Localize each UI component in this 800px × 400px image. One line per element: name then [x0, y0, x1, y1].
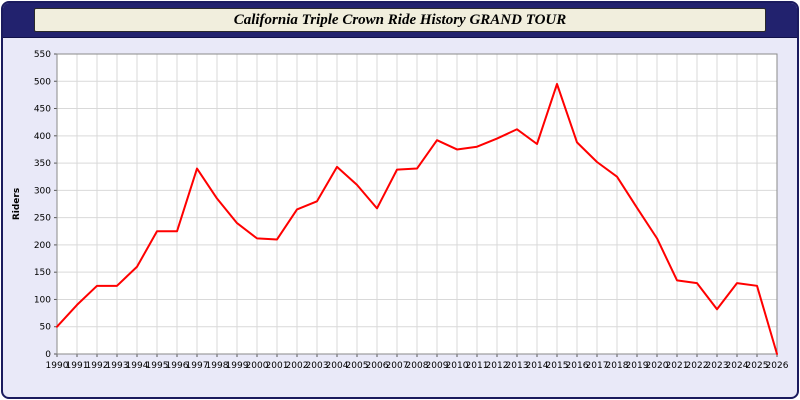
svg-text:2019: 2019	[626, 361, 649, 371]
svg-text:2023: 2023	[706, 361, 729, 371]
svg-text:400: 400	[34, 132, 51, 142]
svg-text:1994: 1994	[126, 361, 149, 371]
svg-text:100: 100	[34, 295, 51, 305]
title-bar: California Triple Crown Ride History GRA…	[3, 3, 797, 38]
ride-history-chart: 0501001502002503003504004505005501990199…	[12, 50, 789, 371]
svg-text:2026: 2026	[766, 361, 789, 371]
svg-text:1997: 1997	[186, 361, 209, 371]
svg-text:0: 0	[45, 350, 51, 360]
svg-text:2011: 2011	[466, 361, 489, 371]
svg-text:2017: 2017	[586, 361, 609, 371]
svg-text:2007: 2007	[386, 361, 409, 371]
svg-text:50: 50	[40, 323, 52, 333]
svg-text:1993: 1993	[106, 361, 129, 371]
svg-text:2006: 2006	[366, 361, 389, 371]
svg-text:2010: 2010	[446, 361, 469, 371]
svg-text:2016: 2016	[566, 361, 589, 371]
svg-text:2025: 2025	[746, 361, 769, 371]
svg-text:1992: 1992	[86, 361, 109, 371]
svg-text:350: 350	[34, 159, 51, 169]
title-box: California Triple Crown Ride History GRA…	[33, 8, 767, 32]
svg-text:2018: 2018	[606, 361, 629, 371]
svg-text:2000: 2000	[246, 361, 269, 371]
svg-text:2001: 2001	[266, 361, 289, 371]
svg-text:2009: 2009	[426, 361, 449, 371]
chart-card: 0 50 100 150 200 250 300 350 400 450 500 550 1990 199…	[3, 38, 797, 396]
svg-text:2022: 2022	[686, 361, 709, 371]
svg-text:2003: 2003	[306, 361, 329, 371]
svg-text:150: 150	[34, 268, 51, 278]
svg-text:2008: 2008	[406, 361, 429, 371]
svg-text:1999: 1999	[226, 361, 249, 371]
svg-text:2002: 2002	[286, 361, 309, 371]
svg-text:2005: 2005	[346, 361, 369, 371]
svg-text:300: 300	[34, 186, 51, 196]
svg-text:2014: 2014	[526, 361, 549, 371]
svg-text:500: 500	[34, 77, 51, 87]
svg-text:Riders: Riders	[12, 188, 22, 220]
svg-text:2013: 2013	[506, 361, 529, 371]
svg-text:550: 550	[34, 50, 51, 60]
svg-text:200: 200	[34, 241, 51, 251]
svg-text:2020: 2020	[646, 361, 669, 371]
svg-text:250: 250	[34, 214, 51, 224]
svg-text:450: 450	[34, 105, 51, 115]
svg-text:2024: 2024	[726, 361, 749, 371]
svg-text:2004: 2004	[326, 361, 349, 371]
svg-text:1998: 1998	[206, 361, 229, 371]
chart-title: California Triple Crown Ride History GRA…	[233, 11, 567, 28]
svg-text:1995: 1995	[146, 361, 169, 371]
svg-text:2021: 2021	[666, 361, 689, 371]
svg-text:1996: 1996	[166, 361, 189, 371]
svg-text:2015: 2015	[546, 361, 569, 371]
svg-text:2012: 2012	[486, 361, 509, 371]
svg-text:1990: 1990	[46, 361, 69, 371]
svg-text:1991: 1991	[66, 361, 89, 371]
